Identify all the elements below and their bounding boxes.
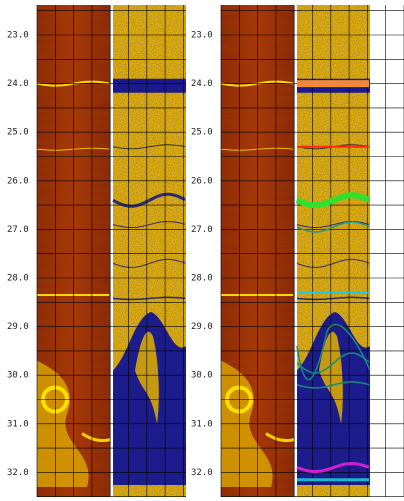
dip-pick <box>295 192 371 209</box>
depth-label: 24.0 <box>191 79 213 89</box>
dip-pick <box>296 352 370 374</box>
depth-label: 31.0 <box>191 419 213 429</box>
depth-label: 32.0 <box>191 468 213 478</box>
depth-label: 25.0 <box>191 128 213 138</box>
bedding-trace <box>112 144 186 150</box>
depth-label: 23.0 <box>7 31 29 41</box>
conductive-zone <box>113 312 186 485</box>
depth-label: 29.0 <box>191 322 213 332</box>
dark-band <box>113 78 186 93</box>
depth-label: 24.0 <box>7 79 29 89</box>
depth-label: 25.0 <box>7 128 29 138</box>
depth-label: 28.0 <box>191 274 213 284</box>
depth-label: 32.0 <box>7 468 29 478</box>
bright-feature <box>81 432 111 443</box>
bright-feature <box>265 432 295 443</box>
blank-track <box>365 5 404 497</box>
depth-label: 27.0 <box>7 225 29 235</box>
bedding-trace <box>296 258 370 268</box>
dip-pick <box>296 324 371 381</box>
depth-label: 28.0 <box>7 274 29 284</box>
depth-label: 26.0 <box>7 176 29 186</box>
bedding-trace <box>220 147 294 151</box>
bedding-trace <box>112 296 186 301</box>
depth-label: 29.0 <box>7 322 29 332</box>
depth-label: 30.0 <box>191 371 213 381</box>
dip-pick <box>296 221 370 233</box>
bedding-trace <box>36 147 110 151</box>
dip-pick <box>296 461 370 473</box>
bedding-trace <box>112 220 186 228</box>
dip-pick <box>296 381 370 389</box>
depth-label: 30.0 <box>7 371 29 381</box>
depth-label: 23.0 <box>191 31 213 41</box>
conductive-zone <box>297 312 370 485</box>
depth-label: 31.0 <box>7 419 29 429</box>
depth-label: 27.0 <box>191 225 213 235</box>
bedding-trace <box>112 258 186 268</box>
depth-label: 26.0 <box>191 176 213 186</box>
bedding-trace <box>296 296 370 301</box>
